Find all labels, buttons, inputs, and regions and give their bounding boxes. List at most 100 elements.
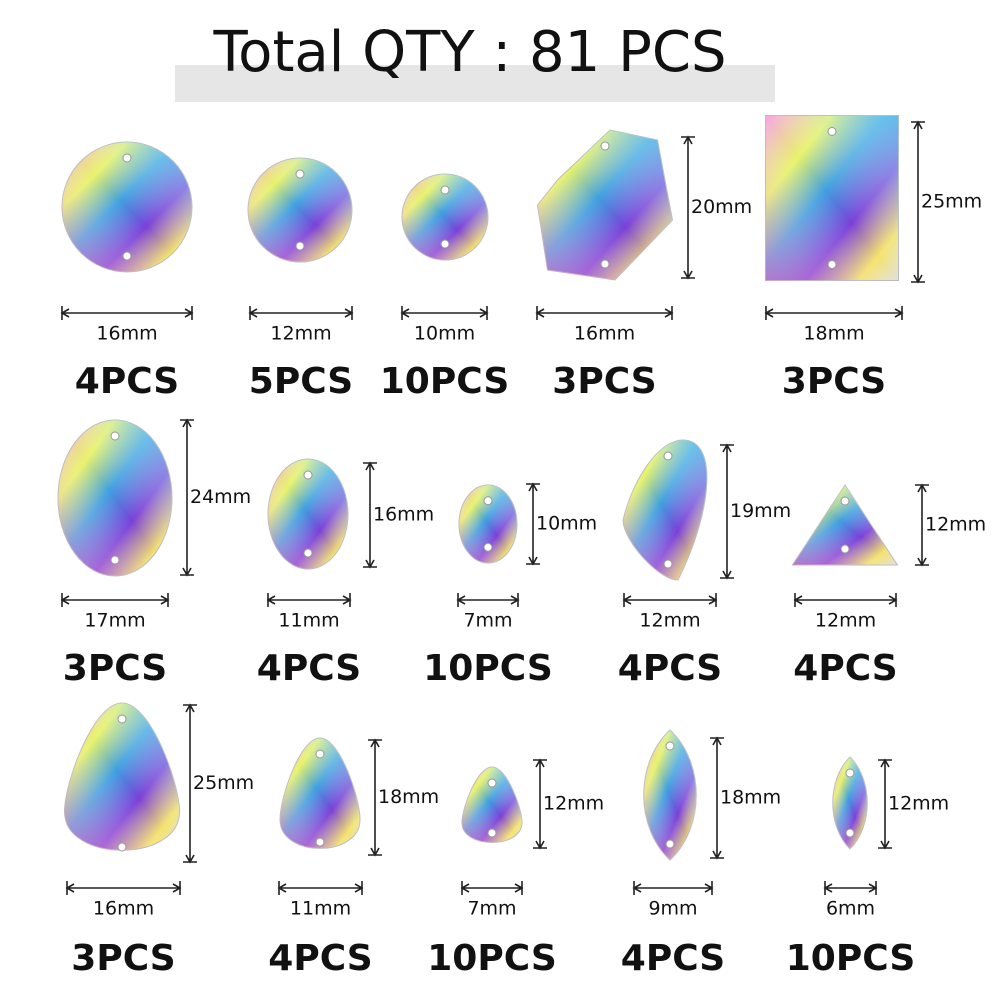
dimension-line: [183, 703, 197, 864]
quantity-label: 10PCS: [423, 648, 553, 689]
sew-hole: [845, 768, 855, 778]
sew-hole: [600, 259, 610, 269]
rhinestone-shine: [58, 420, 172, 576]
quantity-label: 3PCS: [63, 648, 167, 689]
sew-hole: [827, 127, 837, 136]
sew-hole: [122, 153, 132, 163]
width-label: 11mm: [278, 610, 339, 632]
dimension-line: [65, 881, 182, 895]
width-label: 16mm: [96, 323, 157, 345]
width-label: 16mm: [574, 323, 635, 345]
dimension-line: [535, 306, 674, 320]
sew-hole: [117, 842, 127, 852]
quantity-label: 4PCS: [75, 361, 179, 402]
sew-hole: [303, 548, 313, 558]
width-label: 7mm: [463, 610, 512, 632]
rhinestone-shine: [792, 485, 898, 565]
title: Total QTY : 81 PCS: [212, 20, 726, 85]
width-label: 11mm: [290, 898, 351, 920]
dimension-line: [60, 306, 194, 320]
dimension-line: [710, 736, 724, 860]
width-label: 12mm: [270, 323, 331, 345]
quantity-label: 10PCS: [427, 938, 557, 979]
rhinestone-shine: [765, 115, 899, 281]
rhinestone-shine: [402, 174, 488, 260]
sew-hole: [295, 169, 305, 179]
width-label: 12mm: [639, 610, 700, 632]
sew-hole: [295, 241, 305, 251]
sew-hole: [110, 555, 120, 565]
rhinestone-shine: [643, 730, 697, 860]
sew-hole: [663, 451, 673, 461]
sew-hole: [315, 837, 325, 847]
sew-hole: [487, 778, 497, 788]
dimension-line: [720, 443, 734, 580]
title-band: [175, 65, 775, 102]
height-label: 10mm: [536, 513, 597, 535]
height-label: 25mm: [921, 191, 982, 213]
dimension-line: [277, 881, 364, 895]
dimension-line: [622, 593, 718, 607]
width-label: 9mm: [648, 898, 697, 920]
dimension-line: [456, 593, 520, 607]
dimension-line: [526, 482, 540, 566]
rhinestone-shine: [280, 738, 360, 849]
height-label: 24mm: [190, 486, 251, 508]
sew-hole: [665, 839, 675, 849]
sew-hole: [483, 542, 493, 552]
height-label: 12mm: [888, 793, 949, 815]
width-label: 18mm: [803, 323, 864, 345]
dimension-line: [266, 593, 352, 607]
dimension-line: [533, 758, 547, 850]
rhinestone-shine: [462, 767, 522, 843]
sew-hole: [663, 559, 673, 569]
quantity-label: 4PCS: [621, 938, 725, 979]
dimension-line: [823, 881, 878, 895]
sew-hole: [600, 141, 610, 151]
dimension-line: [632, 881, 714, 895]
rhinestone-shine: [623, 440, 707, 580]
quantity-label: 4PCS: [268, 938, 372, 979]
dimension-line: [681, 135, 695, 280]
quantity-label: 4PCS: [793, 648, 897, 689]
rhinestone-shine: [248, 158, 352, 262]
rhinestone-shine: [268, 459, 348, 569]
height-label: 25mm: [193, 772, 254, 794]
sew-hole: [440, 239, 450, 249]
quantity-label: 10PCS: [786, 938, 916, 979]
dimension-line: [878, 758, 892, 850]
quantity-label: 3PCS: [71, 938, 175, 979]
height-label: 20mm: [691, 196, 752, 218]
rhinestone-shine: [537, 130, 673, 280]
quantity-label: 10PCS: [380, 361, 510, 402]
dimension-line: [180, 418, 194, 577]
dimension-line: [248, 306, 354, 320]
quantity-label: 4PCS: [257, 648, 361, 689]
dimension-line: [363, 461, 377, 569]
rhinestone-shine: [459, 485, 517, 563]
width-label: 12mm: [815, 610, 876, 632]
dimension-line: [460, 881, 524, 895]
sew-hole: [110, 431, 120, 441]
quantity-label: 3PCS: [552, 361, 656, 402]
height-label: 19mm: [730, 500, 791, 522]
rhinestone-shine: [64, 703, 180, 851]
height-label: 12mm: [925, 514, 986, 536]
dimension-line: [915, 483, 929, 567]
sew-hole: [840, 496, 850, 506]
dimension-line: [911, 120, 925, 284]
dimension-line: [764, 306, 904, 320]
quantity-label: 5PCS: [249, 361, 353, 402]
sew-hole: [840, 544, 850, 554]
width-label: 10mm: [414, 323, 475, 345]
width-label: 16mm: [93, 898, 154, 920]
sew-hole: [303, 470, 313, 480]
width-label: 7mm: [467, 898, 516, 920]
sew-hole: [665, 741, 675, 751]
height-label: 16mm: [373, 504, 434, 526]
quantity-label: 3PCS: [782, 361, 886, 402]
height-label: 18mm: [720, 787, 781, 809]
width-label: 6mm: [826, 898, 875, 920]
dimension-line: [368, 738, 382, 857]
